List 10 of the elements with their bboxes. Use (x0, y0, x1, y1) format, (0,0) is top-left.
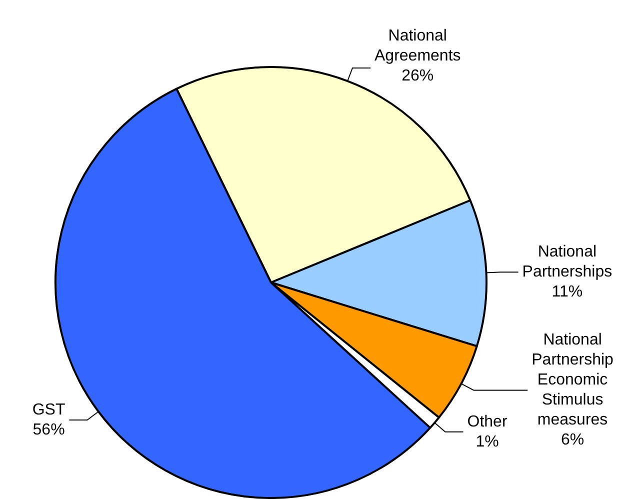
slice-label: National Partnership Economic Stimulus measures (532, 332, 614, 429)
data-label: 56% (32, 421, 65, 438)
slice-label: Other (467, 413, 508, 430)
slice-label: National Agreements (374, 27, 461, 64)
data-label: 6% (560, 432, 584, 449)
data-label: 26% (402, 67, 434, 84)
slice-label: GST (32, 401, 66, 418)
data-label: 11% (552, 283, 583, 300)
data-label: 1% (476, 433, 499, 450)
slice-label: National Partnerships (522, 243, 612, 280)
